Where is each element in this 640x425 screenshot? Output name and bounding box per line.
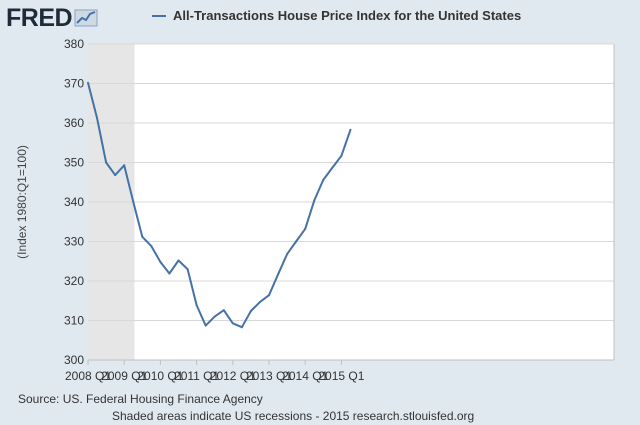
y-tick-label: 310: [64, 314, 84, 328]
data-point: [268, 294, 270, 297]
data-point: [114, 174, 117, 177]
y-axis-label: (Index 1980:Q1=100): [15, 145, 29, 259]
data-point: [249, 310, 252, 313]
y-tick-label: 320: [64, 274, 84, 288]
line-graph-icon: [74, 9, 98, 27]
x-tick-label: 2010 Q1: [137, 369, 183, 383]
data-point: [213, 315, 216, 318]
data-point: [159, 261, 162, 264]
x-tick-label: 2011 Q1: [174, 369, 219, 383]
data-point: [349, 128, 352, 131]
data-point: [313, 199, 316, 202]
y-tick-label: 340: [64, 195, 84, 209]
chart-legend: All-Transactions House Price Index for t…: [152, 8, 521, 23]
data-point: [177, 259, 180, 262]
data-point: [186, 268, 189, 271]
data-point: [340, 154, 343, 157]
x-tick-label: 2008 Q1: [65, 369, 111, 383]
data-point: [331, 166, 334, 169]
data-point: [258, 300, 261, 303]
y-tick-label: 300: [64, 353, 84, 367]
x-tick-label: 2014 Q1: [282, 369, 328, 383]
data-point: [141, 235, 144, 238]
data-point: [168, 272, 171, 275]
y-tick-label: 330: [64, 235, 84, 249]
data-point: [240, 326, 243, 329]
data-point: [322, 178, 325, 181]
recession-note: Shaded areas indicate US recessions - 20…: [112, 409, 475, 423]
x-tick-label: 2015 Q1: [318, 369, 364, 383]
y-tick-label: 360: [64, 116, 84, 130]
data-point: [105, 161, 108, 164]
source-note: Source: US. Federal Housing Finance Agen…: [18, 392, 263, 406]
legend-swatch: [152, 14, 166, 17]
data-point: [295, 240, 298, 243]
x-tick-label: 2009 Q1: [101, 369, 147, 383]
data-point: [204, 324, 207, 327]
fred-logo[interactable]: FRED: [6, 4, 98, 32]
data-point: [195, 304, 198, 307]
data-point: [96, 116, 99, 119]
data-point: [123, 164, 126, 167]
series-line: [87, 82, 352, 329]
data-point: [222, 309, 225, 312]
data-point: [286, 253, 289, 256]
x-tick-label: 2013 Q1: [246, 369, 292, 383]
legend-label: All-Transactions House Price Index for t…: [173, 8, 522, 23]
y-tick-label: 350: [64, 156, 84, 170]
data-point: [304, 227, 307, 230]
data-point: [132, 201, 135, 203]
data-point: [277, 273, 280, 276]
data-point: [231, 322, 234, 325]
fred-logo-text: FRED: [6, 4, 73, 32]
data-point: [150, 245, 153, 248]
data-point: [87, 81, 89, 84]
x-tick-label: 2012 Q1: [210, 369, 256, 383]
y-tick-label: 370: [64, 77, 84, 91]
y-tick-label: 380: [64, 37, 84, 51]
